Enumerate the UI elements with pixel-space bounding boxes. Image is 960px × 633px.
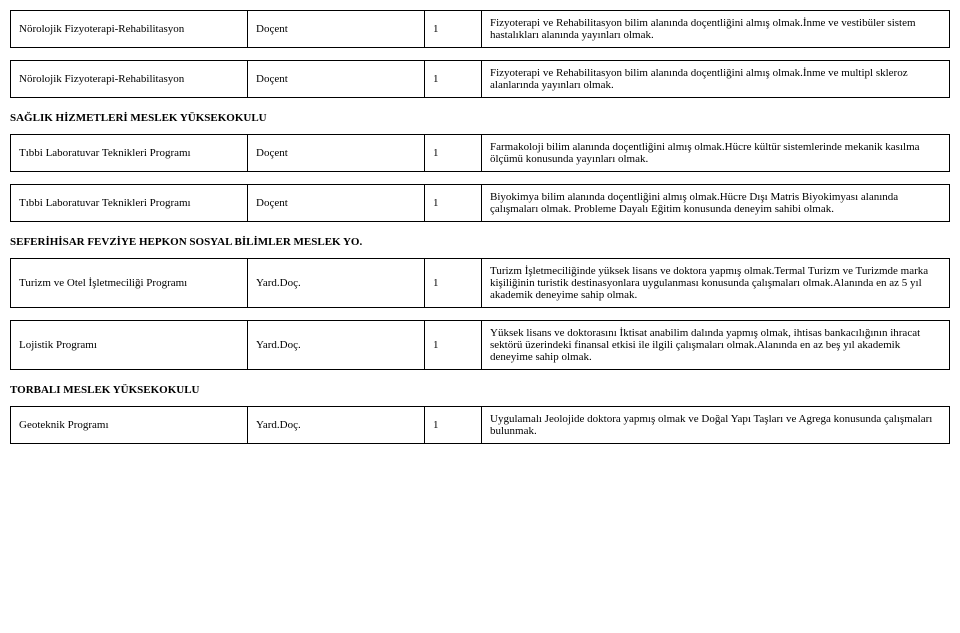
cell-department: Geoteknik Programı: [11, 407, 248, 444]
cell-title: Yard.Doç.: [248, 259, 425, 308]
cell-count: 1: [425, 11, 482, 48]
table-row: Lojistik ProgramıYard.Doç.1Yüksek lisans…: [11, 321, 950, 370]
cell-description: Turizm İşletmeciliğinde yüksek lisans ve…: [482, 259, 950, 308]
cell-title: Doçent: [248, 135, 425, 172]
position-table: Lojistik ProgramıYard.Doç.1Yüksek lisans…: [10, 320, 950, 370]
cell-description: Fizyoterapi ve Rehabilitasyon bilim alan…: [482, 61, 950, 98]
cell-count: 1: [425, 321, 482, 370]
cell-count: 1: [425, 407, 482, 444]
section-header: TORBALI MESLEK YÜKSEKOKULU: [10, 384, 950, 396]
position-table: Nörolojik Fizyoterapi-RehabilitasyonDoçe…: [10, 60, 950, 98]
section-header: SAĞLIK HİZMETLERİ MESLEK YÜKSEKOKULU: [10, 112, 950, 124]
position-table: Tıbbi Laboratuvar Teknikleri ProgramıDoç…: [10, 184, 950, 222]
document-root: Nörolojik Fizyoterapi-RehabilitasyonDoçe…: [10, 10, 950, 444]
table-row: Nörolojik Fizyoterapi-RehabilitasyonDoçe…: [11, 11, 950, 48]
cell-department: Nörolojik Fizyoterapi-Rehabilitasyon: [11, 11, 248, 48]
position-table: Nörolojik Fizyoterapi-RehabilitasyonDoçe…: [10, 10, 950, 48]
section-header: SEFERİHİSAR FEVZİYE HEPKON SOSYAL BİLİML…: [10, 236, 950, 248]
cell-title: Doçent: [248, 61, 425, 98]
cell-count: 1: [425, 259, 482, 308]
cell-department: Lojistik Programı: [11, 321, 248, 370]
cell-description: Uygulamalı Jeolojide doktora yapmış olma…: [482, 407, 950, 444]
table-row: Turizm ve Otel İşletmeciliği ProgramıYar…: [11, 259, 950, 308]
cell-description: Yüksek lisans ve doktorasını İktisat ana…: [482, 321, 950, 370]
table-row: Nörolojik Fizyoterapi-RehabilitasyonDoçe…: [11, 61, 950, 98]
cell-title: Doçent: [248, 185, 425, 222]
table-row: Tıbbi Laboratuvar Teknikleri ProgramıDoç…: [11, 135, 950, 172]
cell-description: Farmakoloji bilim alanında doçentliğini …: [482, 135, 950, 172]
cell-department: Nörolojik Fizyoterapi-Rehabilitasyon: [11, 61, 248, 98]
cell-department: Tıbbi Laboratuvar Teknikleri Programı: [11, 135, 248, 172]
position-table: Turizm ve Otel İşletmeciliği ProgramıYar…: [10, 258, 950, 308]
cell-department: Turizm ve Otel İşletmeciliği Programı: [11, 259, 248, 308]
cell-department: Tıbbi Laboratuvar Teknikleri Programı: [11, 185, 248, 222]
position-table: Tıbbi Laboratuvar Teknikleri ProgramıDoç…: [10, 134, 950, 172]
cell-title: Doçent: [248, 11, 425, 48]
cell-title: Yard.Doç.: [248, 407, 425, 444]
cell-count: 1: [425, 135, 482, 172]
cell-count: 1: [425, 61, 482, 98]
cell-count: 1: [425, 185, 482, 222]
cell-title: Yard.Doç.: [248, 321, 425, 370]
position-table: Geoteknik ProgramıYard.Doç.1Uygulamalı J…: [10, 406, 950, 444]
table-row: Tıbbi Laboratuvar Teknikleri ProgramıDoç…: [11, 185, 950, 222]
cell-description: Biyokimya bilim alanında doçentliğini al…: [482, 185, 950, 222]
table-row: Geoteknik ProgramıYard.Doç.1Uygulamalı J…: [11, 407, 950, 444]
cell-description: Fizyoterapi ve Rehabilitasyon bilim alan…: [482, 11, 950, 48]
